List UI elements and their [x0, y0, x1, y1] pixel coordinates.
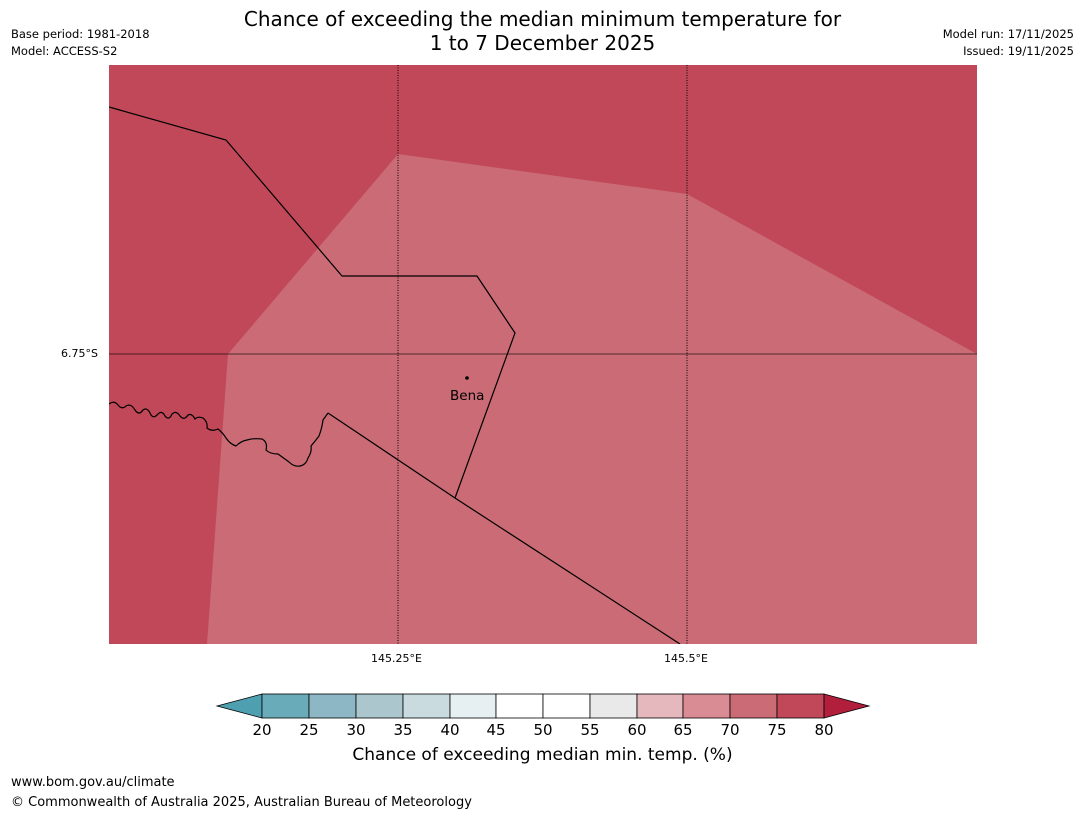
- colorbar-box-45-50: [495, 693, 544, 719]
- colorbar-tick: 45: [486, 721, 506, 739]
- latitude-label: 6.75°S: [61, 347, 98, 360]
- colorbar-tick: 50: [533, 721, 553, 739]
- colorbar-box-75-80: [776, 693, 825, 719]
- title-line-1: Chance of exceeding the median minimum t…: [243, 7, 842, 31]
- colorbar-tick: 75: [767, 721, 787, 739]
- colorbar-box-50-55: [542, 693, 591, 719]
- model-name: Model: ACCESS-S2: [11, 44, 118, 58]
- title-line-2: 1 to 7 December 2025: [429, 31, 656, 55]
- colorbar-extend-high: [823, 693, 871, 719]
- colorbar-label: Chance of exceeding median min. temp. (%…: [352, 745, 733, 765]
- map-title: Chance of exceeding the median minimum t…: [0, 7, 1085, 55]
- longitude-label-145-25: 145.25°E: [371, 652, 422, 665]
- colorbar-tick: 35: [393, 721, 413, 739]
- colorbar-tick: 70: [720, 721, 740, 739]
- colorbar-tick: 65: [673, 721, 693, 739]
- colorbar-box-30-35: [355, 693, 404, 719]
- province-boundary: [109, 106, 516, 499]
- colorbar-box-55-60: [589, 693, 638, 719]
- colorbar-box-20-25: [261, 693, 310, 719]
- colorbar: [215, 693, 871, 719]
- run-info: Model run: 17/11/2025 Issued: 19/11/2025: [943, 26, 1074, 60]
- issued-date: Issued: 19/11/2025: [963, 44, 1074, 58]
- colorbar-box-35-40: [402, 693, 451, 719]
- model-run: Model run: 17/11/2025: [942, 27, 1074, 41]
- copyright-text: © Commonwealth of Australia 2025, Austra…: [11, 795, 472, 810]
- website-link[interactable]: www.bom.gov.au/climate: [11, 775, 175, 790]
- colorbar-tick: 20: [252, 721, 272, 739]
- district-boundary: [327, 412, 681, 644]
- colorbar-box-40-45: [449, 693, 497, 719]
- colorbar-tick: 25: [299, 721, 319, 739]
- colorbar-extend-low: [215, 693, 263, 719]
- colorbar-box-70-75: [729, 693, 778, 719]
- longitude-label-145-5: 145.5°E: [664, 652, 708, 665]
- colorbar-tick: 55: [580, 721, 600, 739]
- coastline: [109, 401, 329, 467]
- base-period: Base period: 1981-2018: [11, 27, 150, 41]
- town-marker-icon: [465, 376, 469, 380]
- colorbar-tick: 60: [627, 721, 647, 739]
- colorbar-tick: 80: [814, 721, 834, 739]
- colorbar-tick: 30: [346, 721, 366, 739]
- colorbar-box-60-65: [636, 693, 684, 719]
- model-info: Base period: 1981-2018 Model: ACCESS-S2: [11, 26, 150, 60]
- colorbar-box-25-30: [308, 693, 357, 719]
- colorbar-box-65-70: [682, 693, 731, 719]
- colorbar-tick: 40: [440, 721, 460, 739]
- town-label: Bena: [450, 388, 485, 404]
